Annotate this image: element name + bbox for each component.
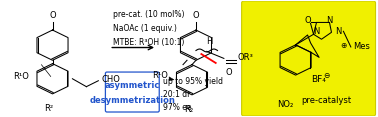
Text: BF₄: BF₄ [311, 75, 326, 84]
Text: ⊖: ⊖ [323, 71, 330, 80]
Text: N: N [313, 27, 319, 36]
Text: O: O [49, 11, 56, 20]
Text: R¹O: R¹O [152, 71, 168, 80]
Text: OR³: OR³ [238, 53, 254, 62]
Text: up to 95% yield: up to 95% yield [163, 77, 223, 86]
Text: ⊕: ⊕ [341, 41, 347, 50]
Text: 97% ee: 97% ee [163, 103, 192, 112]
Text: O: O [304, 16, 311, 25]
Text: O: O [226, 68, 232, 77]
Text: 20:1 dr: 20:1 dr [163, 90, 191, 99]
Text: pre-cat. (10 mol%): pre-cat. (10 mol%) [113, 10, 184, 19]
Text: O: O [193, 11, 199, 20]
Text: R¹O: R¹O [13, 72, 29, 81]
Text: N: N [335, 27, 342, 36]
Polygon shape [169, 77, 174, 81]
Text: CHO: CHO [101, 75, 120, 84]
Text: pre-catalyst: pre-catalyst [301, 96, 352, 105]
Text: asymmetric: asymmetric [105, 81, 160, 90]
FancyBboxPatch shape [105, 72, 159, 112]
Text: R₂: R₂ [184, 105, 193, 114]
Text: H: H [206, 37, 212, 46]
Text: Mes: Mes [353, 42, 370, 51]
Text: R²: R² [45, 104, 54, 113]
Text: desymmetrization: desymmetrization [89, 96, 175, 105]
Text: NO₂: NO₂ [277, 100, 293, 109]
Text: N: N [326, 16, 333, 25]
Text: NaOAc (1 equiv.): NaOAc (1 equiv.) [113, 24, 177, 33]
Text: MTBE: R³OH (10:1): MTBE: R³OH (10:1) [113, 38, 184, 47]
FancyBboxPatch shape [242, 1, 375, 116]
